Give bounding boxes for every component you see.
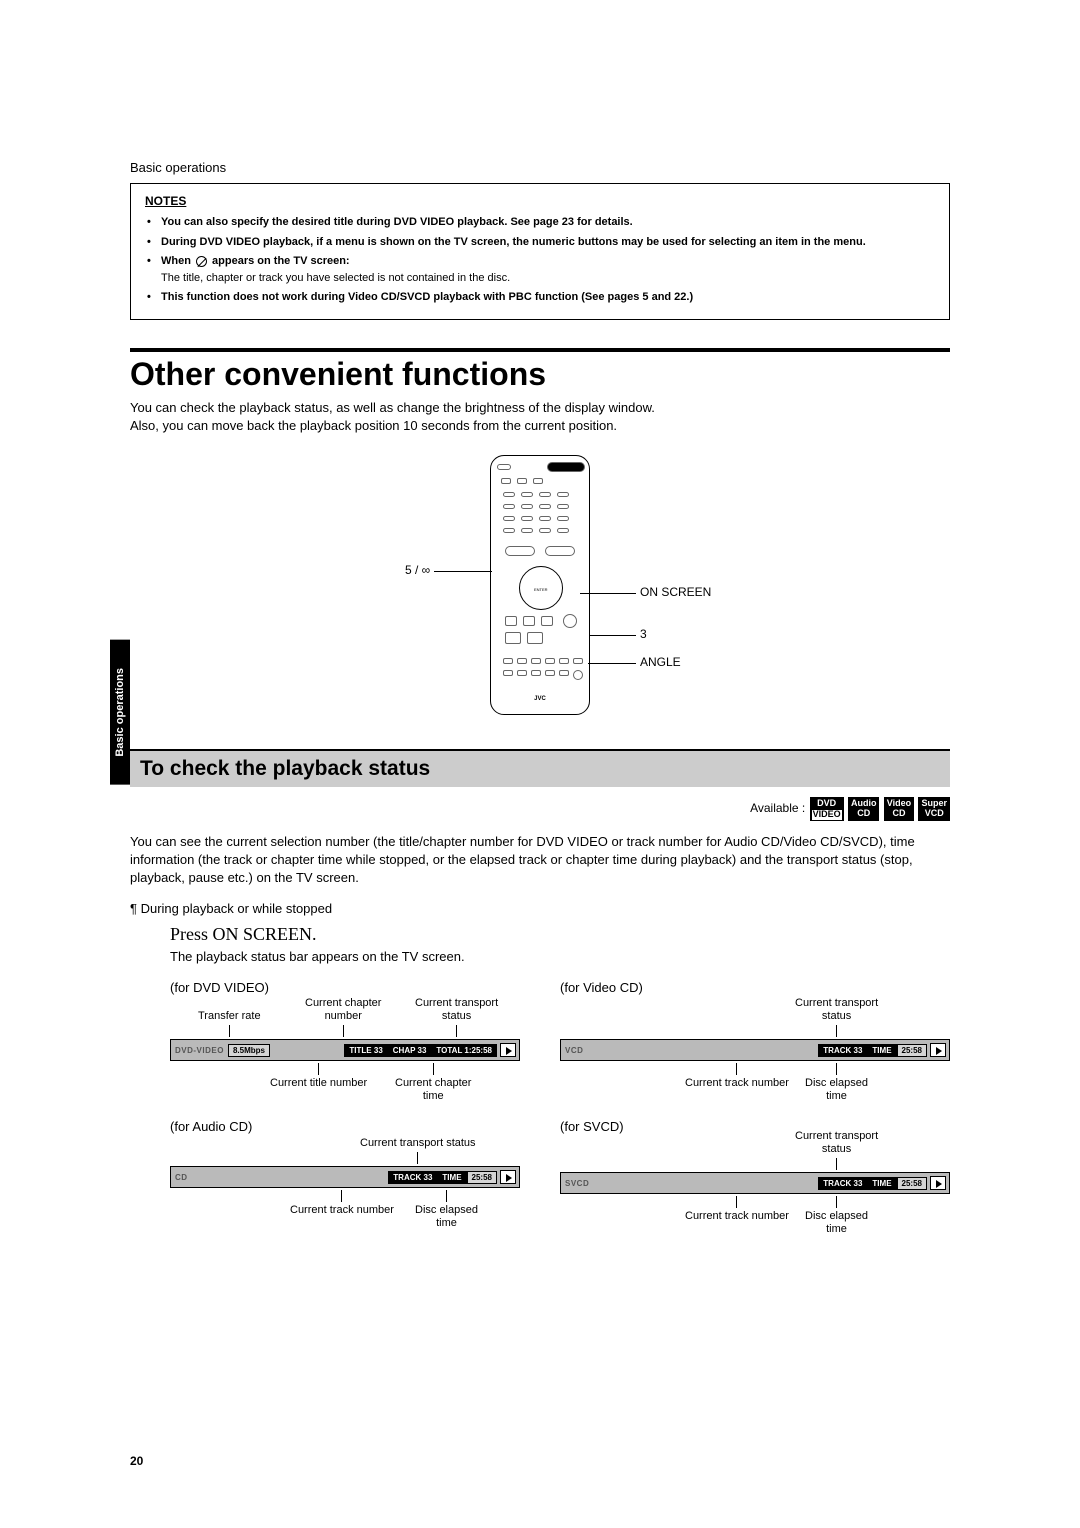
panels-grid: (for DVD VIDEO) Transfer rate Current ch… <box>130 974 950 1246</box>
note-item: During DVD VIDEO playback, if a menu is … <box>161 234 935 251</box>
note-text: When <box>161 255 194 267</box>
status-bar-dvd: DVD-VIDEO 8.5Mbps TITLE 33 CHAP 33 TOTAL… <box>170 1039 520 1061</box>
note-item: You can also specify the desired title d… <box>161 214 935 231</box>
left-column: (for DVD VIDEO) Transfer rate Current ch… <box>130 974 520 1246</box>
callouts-acd-below: Current track number Disc elapsed time <box>170 1188 520 1240</box>
notes-box: NOTES You can also specify the desired t… <box>130 183 950 320</box>
section-title: To check the playback status <box>130 751 950 787</box>
note-item: When appears on the TV screen: The title… <box>161 253 935 286</box>
note-sub: The title, chapter or track you have sel… <box>161 270 935 287</box>
badge-dvd: DVDVIDEO <box>810 797 844 821</box>
text: Also, you can move back the playback pos… <box>130 418 617 433</box>
available-label: Available : <box>750 801 805 815</box>
callouts-acd-above: Current transport status <box>170 1138 520 1166</box>
status-bar-svcd: SVCD TRACK 33 TIME 25:58 <box>560 1172 950 1194</box>
remote-label-onscreen: ON SCREEN <box>640 585 711 599</box>
panel-title-dvd: (for DVD VIDEO) <box>170 980 520 995</box>
step-desc: The playback status bar appears on the T… <box>170 949 950 964</box>
remote-label-angle: ANGLE <box>640 655 681 669</box>
panel-title-svcd: (for SVCD) <box>560 1119 950 1134</box>
side-tab: Basic operations <box>110 640 130 785</box>
status-bar-acd: CD TRACK 33 TIME 25:58 <box>170 1166 520 1188</box>
badge-svcd: SuperVCD <box>918 797 950 821</box>
notes-list: You can also specify the desired title d… <box>145 214 935 306</box>
available-row: Available : DVDVIDEO AudioCD VideoCD Sup… <box>130 797 950 821</box>
remote-label-3: 3 <box>640 627 647 641</box>
page-title: Other convenient functions <box>130 356 950 393</box>
callouts-vcd-below: Current track number Disc elapsed time <box>560 1061 950 1113</box>
body-text: You can see the current selection number… <box>130 833 950 888</box>
badge-videocd: VideoCD <box>884 797 914 821</box>
note-item: This function does not work during Video… <box>161 289 935 306</box>
right-column: (for Video CD) Current transport status … <box>560 974 950 1246</box>
callouts-svcd-above: Current transport status <box>560 1138 950 1172</box>
play-icon <box>500 1170 516 1184</box>
panel-title-acd: (for Audio CD) <box>170 1119 520 1134</box>
callouts-svcd-below: Current track number Disc elapsed time <box>560 1194 950 1246</box>
remote-label-left: 5 / ∞ <box>405 563 430 577</box>
play-icon <box>500 1043 516 1057</box>
badge-audiocd: AudioCD <box>848 797 880 821</box>
notes-title: NOTES <box>145 194 935 208</box>
play-icon <box>930 1043 946 1057</box>
text: You can check the playback status, as we… <box>130 400 655 415</box>
callouts-dvd-below: Current title number Current chapter tim… <box>170 1061 520 1113</box>
panel-title-vcd: (for Video CD) <box>560 980 950 995</box>
status-bar-vcd: VCD TRACK 33 TIME 25:58 <box>560 1039 950 1061</box>
divider <box>130 348 950 352</box>
step-action: Press ON SCREEN. <box>170 924 950 945</box>
callouts-dvd-above: Transfer rate Current chapter number Cur… <box>170 999 520 1039</box>
intro-text: You can check the playback status, as we… <box>130 399 950 435</box>
note-text: appears on the TV screen: <box>209 255 350 267</box>
remote-outline: JVC <box>490 455 590 715</box>
step-condition: ¶ During playback or while stopped <box>130 901 950 916</box>
prohibit-icon <box>196 256 207 267</box>
page-number: 20 <box>130 1454 143 1468</box>
remote-diagram: JVC 5 / ∞ ON SCREEN 3 ANGLE <box>130 455 950 725</box>
header-label: Basic operations <box>130 160 950 175</box>
play-icon <box>930 1176 946 1190</box>
callouts-vcd-above: Current transport status <box>560 999 950 1039</box>
